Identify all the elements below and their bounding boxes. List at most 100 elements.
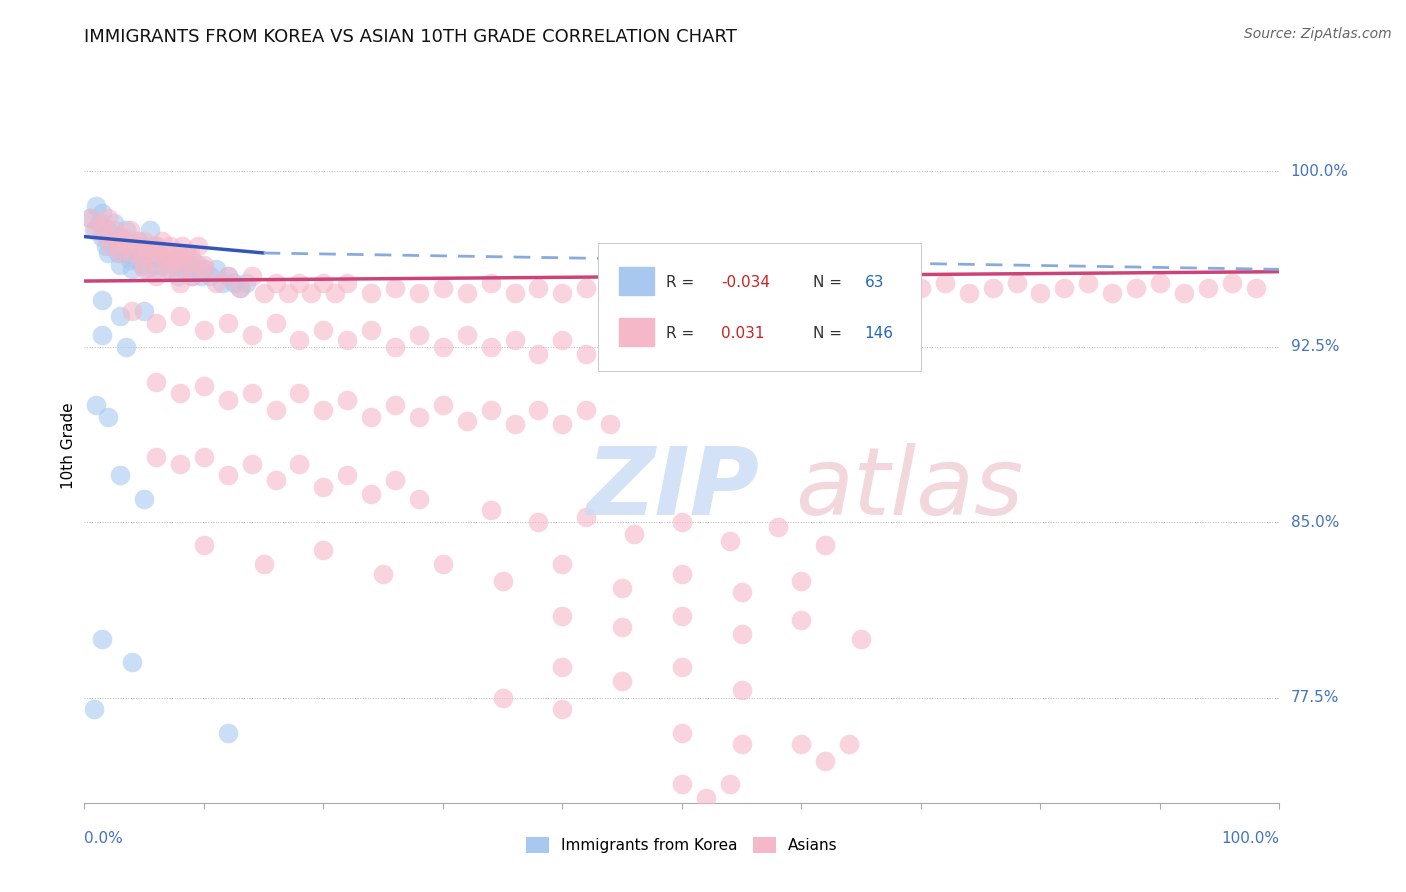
- Point: [479, 402, 502, 417]
- Point: [432, 340, 454, 354]
- Point: [124, 246, 146, 260]
- Point: [551, 608, 574, 623]
- Point: [139, 222, 162, 236]
- Point: [222, 277, 245, 291]
- Point: [121, 246, 143, 260]
- Point: [145, 262, 167, 277]
- Point: [187, 239, 209, 253]
- Point: [1125, 281, 1147, 295]
- Y-axis label: 10th Grade: 10th Grade: [60, 402, 76, 490]
- Point: [288, 457, 311, 471]
- Point: [121, 656, 143, 670]
- Point: [981, 281, 1004, 295]
- Point: [193, 379, 215, 393]
- Point: [432, 281, 454, 295]
- Point: [1149, 277, 1171, 291]
- Point: [132, 246, 156, 260]
- Point: [193, 323, 215, 337]
- Point: [312, 277, 335, 291]
- Point: [1005, 277, 1028, 291]
- Point: [190, 269, 212, 284]
- Point: [169, 309, 191, 323]
- Point: [94, 229, 117, 244]
- Point: [110, 309, 132, 323]
- Point: [695, 285, 717, 300]
- Point: [132, 491, 156, 506]
- Point: [575, 346, 598, 360]
- Point: [132, 234, 156, 248]
- Point: [217, 269, 239, 284]
- Point: [957, 285, 980, 300]
- Point: [115, 239, 138, 253]
- Point: [100, 234, 122, 248]
- Point: [312, 402, 335, 417]
- Point: [671, 725, 693, 739]
- Point: [169, 277, 191, 291]
- Point: [87, 216, 110, 230]
- Point: [838, 737, 860, 751]
- Point: [718, 777, 741, 791]
- Point: [159, 239, 181, 253]
- Point: [132, 262, 156, 277]
- Point: [1053, 281, 1076, 295]
- Point: [217, 269, 239, 284]
- Point: [671, 566, 693, 581]
- Point: [718, 533, 741, 548]
- Point: [456, 327, 478, 342]
- Point: [145, 450, 167, 464]
- Point: [205, 277, 228, 291]
- Point: [360, 487, 382, 501]
- Point: [110, 258, 132, 272]
- Point: [142, 258, 165, 272]
- Point: [288, 277, 311, 291]
- Point: [551, 285, 574, 300]
- Point: [312, 480, 335, 494]
- Point: [1220, 277, 1243, 291]
- Text: Source: ZipAtlas.com: Source: ZipAtlas.com: [1244, 27, 1392, 41]
- Point: [503, 285, 526, 300]
- Point: [253, 557, 276, 571]
- Point: [163, 258, 186, 272]
- Text: 0.031: 0.031: [721, 326, 765, 341]
- Point: [647, 285, 669, 300]
- Point: [301, 285, 323, 300]
- Point: [107, 234, 129, 248]
- Point: [240, 327, 263, 342]
- Point: [790, 613, 813, 627]
- Text: 100.0%: 100.0%: [1222, 831, 1279, 847]
- Point: [336, 277, 359, 291]
- Point: [94, 239, 117, 253]
- Point: [150, 258, 173, 272]
- Point: [647, 333, 669, 347]
- Point: [288, 333, 311, 347]
- Text: 63: 63: [865, 275, 884, 290]
- Point: [264, 277, 287, 291]
- Point: [193, 538, 215, 552]
- Point: [360, 323, 382, 337]
- Point: [527, 281, 550, 295]
- Point: [205, 262, 228, 277]
- Point: [174, 246, 197, 260]
- Point: [148, 246, 170, 260]
- Point: [599, 417, 621, 431]
- Point: [97, 222, 120, 236]
- Point: [360, 285, 382, 300]
- Point: [139, 252, 162, 267]
- FancyBboxPatch shape: [599, 243, 921, 371]
- Point: [217, 393, 239, 408]
- Point: [172, 262, 194, 277]
- Point: [111, 239, 134, 253]
- Point: [264, 402, 287, 417]
- Text: N =: N =: [814, 275, 848, 290]
- Point: [790, 574, 813, 588]
- Point: [384, 340, 406, 354]
- Point: [181, 269, 204, 284]
- Point: [623, 281, 645, 295]
- Point: [790, 737, 813, 751]
- Point: [671, 515, 693, 529]
- Point: [115, 222, 138, 236]
- Point: [127, 252, 149, 267]
- Point: [336, 333, 359, 347]
- Point: [288, 386, 311, 401]
- Point: [111, 229, 134, 244]
